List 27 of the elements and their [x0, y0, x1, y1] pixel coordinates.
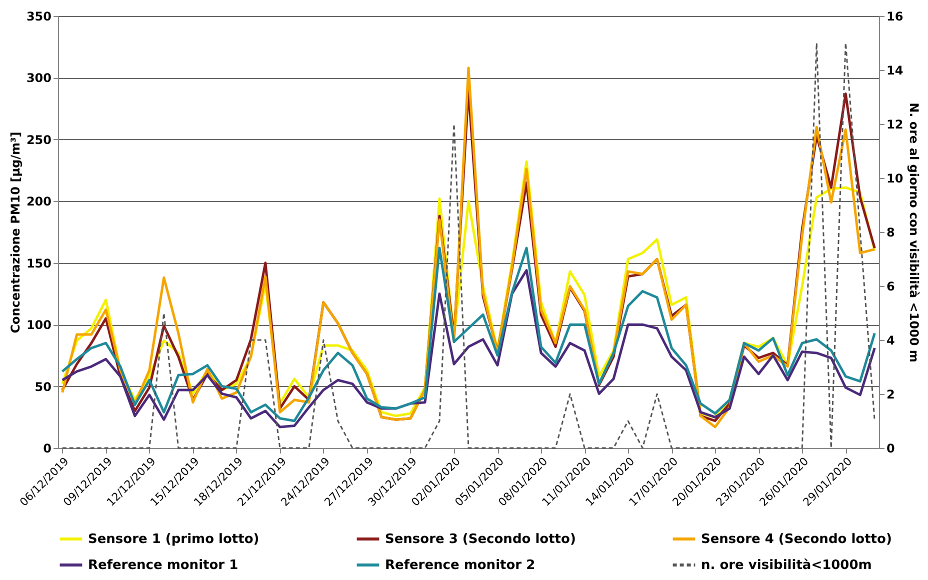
legend-label: Sensore 3 (Secondo lotto)	[385, 532, 576, 547]
y2-tick-label: 16	[886, 10, 904, 24]
y-tick-label: 300	[26, 71, 52, 86]
y-tick-label: 50	[34, 380, 52, 394]
y2-tick-label: 0	[886, 442, 895, 456]
legend-label: Sensore 4 (Secondo lotto)	[701, 532, 892, 547]
y2-tick-label: 8	[886, 226, 895, 240]
y-tick-label: 150	[26, 256, 52, 270]
y-tick-label: 100	[26, 318, 52, 332]
y-axis-title: Concentrazione PM10 [µg/m³]	[8, 132, 22, 334]
line-series	[61, 269, 876, 428]
y2-tick-label: 12	[886, 118, 904, 132]
line-series	[61, 246, 876, 422]
y-tick-label: 200	[26, 194, 52, 209]
legend-label: Sensore 1 (primo lotto)	[88, 532, 260, 547]
y-tick-label: 0	[43, 442, 52, 456]
y2-tick-label: 10	[886, 172, 904, 186]
y-tick-label: 350	[26, 10, 52, 24]
y2-tick-label: 6	[886, 280, 895, 294]
legend-label: Reference monitor 2	[385, 558, 536, 573]
y2-tick-label: 4	[886, 334, 895, 348]
y-tick-label: 250	[26, 132, 52, 147]
y2-axis-title: N. ore al giorno con visibilità <1000 m	[907, 102, 922, 362]
legend-label: Reference monitor 1	[88, 558, 238, 573]
y2-tick-label: 14	[886, 64, 904, 78]
y2-tick-label: 2	[886, 388, 895, 402]
legend-label: n. ore visibilità<1000m	[701, 558, 872, 573]
